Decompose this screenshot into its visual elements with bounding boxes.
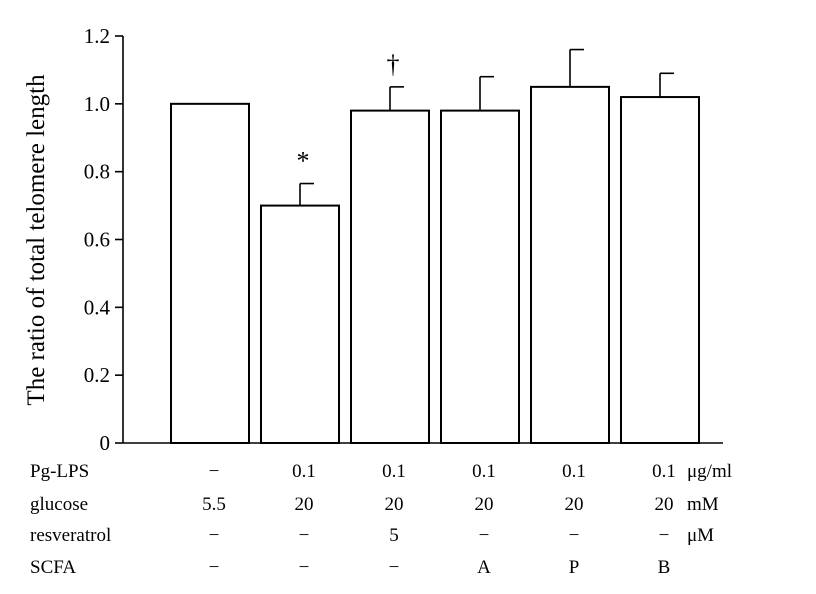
- bars: [170, 85, 700, 445]
- condition-table: Pg-LPS − 0.1 0.1 0.1 0.1 0.1 μg/ml glucose 5.5 20 2…: [30, 461, 732, 578]
- condition-value: 0.1: [292, 461, 316, 482]
- bar: [440, 109, 520, 444]
- y-tick-label: 1.0: [84, 92, 110, 116]
- condition-value: 0.1: [472, 461, 496, 482]
- condition-value: −: [569, 525, 580, 546]
- y-tick-label: 0.4: [84, 295, 111, 319]
- condition-value: 5: [389, 525, 399, 546]
- condition-value: −: [299, 557, 310, 578]
- condition-value: −: [209, 525, 220, 546]
- y-axis-ticks: 0 0.2 0.4 0.6 0.8 1.0 1.2: [84, 24, 123, 455]
- condition-unit: μg/ml: [687, 461, 732, 482]
- condition-value: 5.5: [202, 494, 226, 515]
- y-tick-label: 0.6: [84, 228, 110, 252]
- condition-value: −: [659, 525, 670, 546]
- condition-value: 0.1: [652, 461, 676, 482]
- condition-value: −: [299, 525, 310, 546]
- condition-value: −: [209, 461, 220, 482]
- condition-label: glucose: [30, 494, 88, 515]
- condition-value: 20: [295, 494, 314, 515]
- condition-unit: mM: [687, 494, 719, 515]
- significance-mark: †: [387, 50, 400, 79]
- y-tick-label: 1.2: [84, 24, 110, 48]
- bar: [260, 204, 340, 444]
- bar: [170, 102, 250, 444]
- condition-label: resveratrol: [30, 525, 111, 546]
- bar: [620, 96, 700, 445]
- condition-value: 0.1: [382, 461, 406, 482]
- condition-value: 20: [565, 494, 584, 515]
- condition-value: 0.1: [562, 461, 586, 482]
- condition-value: −: [389, 557, 400, 578]
- condition-label: Pg-LPS: [30, 461, 89, 482]
- error-bars: [299, 48, 674, 206]
- condition-value: −: [209, 557, 220, 578]
- bar: [530, 85, 610, 444]
- condition-unit: μM: [687, 525, 714, 546]
- condition-value: A: [477, 557, 491, 578]
- y-tick-label: 0: [100, 431, 111, 455]
- significance-mark: *: [297, 147, 310, 176]
- condition-value: B: [658, 557, 671, 578]
- bar: [350, 109, 430, 444]
- condition-label: SCFA: [30, 557, 76, 578]
- condition-value: −: [479, 525, 490, 546]
- y-tick-label: 0.2: [84, 363, 110, 387]
- condition-value: 20: [475, 494, 494, 515]
- condition-value: 20: [385, 494, 404, 515]
- significance-marks: *†: [297, 50, 400, 176]
- condition-value: 20: [655, 494, 674, 515]
- y-tick-label: 0.8: [84, 160, 110, 184]
- condition-value: P: [569, 557, 580, 578]
- y-axis-label: The ratio of total telomere length: [23, 74, 50, 406]
